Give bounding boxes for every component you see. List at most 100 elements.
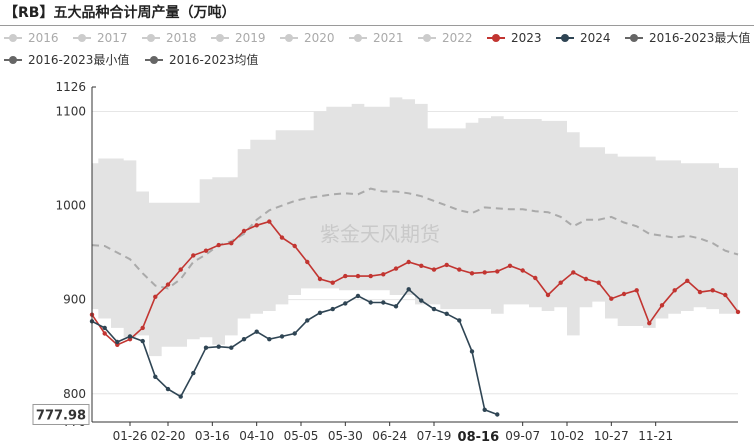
data-point	[241, 337, 247, 342]
legend-item-2016[interactable]: 2016	[4, 31, 59, 45]
y-pointer-box	[32, 403, 90, 425]
data-point	[368, 273, 373, 279]
data-point	[330, 306, 335, 312]
legend-marker	[285, 34, 293, 42]
series-line-2016-2023均值	[91, 187, 739, 290]
data-point	[647, 321, 652, 326]
legend-label: 2016-2023最小值	[28, 52, 129, 67]
legend-item-2019[interactable]: 2019	[211, 31, 266, 45]
legend-marker	[561, 34, 569, 42]
legend-marker	[147, 34, 155, 42]
data-point	[267, 337, 272, 342]
data-point	[672, 288, 677, 293]
x-pointer-box	[454, 426, 503, 445]
legend-label: 2018	[166, 31, 197, 45]
legend-label: 2016	[28, 31, 59, 45]
data-point	[241, 228, 247, 234]
legend-marker	[492, 34, 500, 42]
data-point	[583, 276, 589, 282]
data-point	[229, 241, 234, 246]
data-point	[127, 334, 133, 339]
legend-label: 2020	[304, 31, 335, 45]
legend-label: 2016-2023均值	[169, 52, 258, 67]
data-point	[381, 300, 386, 305]
legend-label: 2021	[373, 31, 404, 45]
data-point	[115, 339, 120, 345]
data-point	[406, 287, 411, 292]
data-point	[406, 259, 411, 265]
data-point	[444, 262, 449, 268]
data-point	[621, 291, 627, 297]
data-point	[710, 288, 715, 293]
data-point	[153, 374, 158, 379]
legend-item-2016-2023最小值[interactable]: 2016-2023最小值	[4, 52, 129, 67]
data-point	[419, 298, 424, 303]
min-max-band	[92, 97, 738, 357]
y-pointer-label: 777.98	[36, 408, 86, 423]
legend[interactable]: 2016 2017 2018 2019 2020 2021 2022 2023 2024 2016…	[4, 30, 750, 67]
legend-label: 2017	[97, 31, 128, 45]
legend-marker	[354, 34, 362, 42]
legend-marker	[9, 56, 17, 64]
data-point	[355, 293, 361, 299]
data-point	[254, 329, 259, 334]
series-line-2023	[91, 220, 739, 346]
data-point	[191, 370, 196, 376]
legend-marker	[423, 34, 431, 42]
data-point	[216, 344, 221, 349]
data-point	[279, 334, 285, 339]
data-point	[102, 325, 107, 331]
y-tick-label-800: 800	[63, 387, 86, 401]
data-point	[571, 270, 576, 275]
y-tick-label-1100: 1100	[55, 104, 86, 118]
data-point	[343, 301, 348, 306]
data-point	[457, 267, 462, 272]
data-point	[393, 266, 399, 271]
data-point	[317, 310, 323, 315]
legend-item-2024[interactable]: 2024	[556, 31, 611, 45]
data-point	[191, 253, 196, 258]
data-point	[140, 325, 145, 331]
watermark: 紫金天风期货	[320, 222, 440, 246]
legend-label: 2019	[235, 31, 266, 45]
legend-item-2016-2023均值[interactable]: 2016-2023均值	[145, 52, 258, 67]
legend-marker	[150, 56, 158, 64]
title-divider	[0, 25, 754, 26]
y-tick-label-1000: 1000	[55, 199, 86, 213]
data-point	[431, 306, 437, 312]
data-point	[229, 345, 234, 350]
legend-item-2017[interactable]: 2017	[73, 31, 128, 45]
data-point	[685, 278, 690, 283]
legend-item-2023[interactable]: 2023	[487, 31, 542, 45]
legend-item-2020[interactable]: 2020	[280, 31, 335, 45]
legend-label: 2024	[580, 31, 611, 45]
legend-item-2021[interactable]: 2021	[349, 31, 404, 45]
data-point	[343, 273, 348, 279]
data-point	[178, 394, 183, 399]
data-point	[153, 294, 158, 299]
legend-item-2016-2023最大值[interactable]: 2016-2023最大值	[625, 30, 750, 45]
legend-item-2022[interactable]: 2022	[418, 31, 473, 45]
legend-item-2018[interactable]: 2018	[142, 31, 197, 45]
x-tick-label-02-20: 02-20	[151, 429, 186, 443]
data-point	[203, 345, 209, 350]
data-point	[305, 318, 310, 323]
data-point	[444, 311, 449, 316]
y-tick-label-900: 900	[63, 293, 86, 307]
series-2023	[89, 219, 741, 347]
x-tick-label-04-10: 04-10	[239, 429, 274, 443]
data-point	[735, 309, 741, 315]
data-point	[507, 263, 513, 268]
legend-label: 2023	[511, 31, 542, 45]
data-point	[482, 270, 487, 275]
data-point	[216, 242, 221, 248]
axis-pointer: 777.98	[32, 403, 90, 425]
series-layer	[89, 187, 741, 417]
data-point	[431, 267, 437, 272]
data-point	[596, 280, 601, 285]
chart-title: 【RB】五大品种合计周产量（万吨）	[4, 5, 236, 21]
data-point	[482, 407, 487, 412]
data-point	[330, 280, 335, 285]
x-pointer-label: 08-16	[458, 430, 500, 445]
